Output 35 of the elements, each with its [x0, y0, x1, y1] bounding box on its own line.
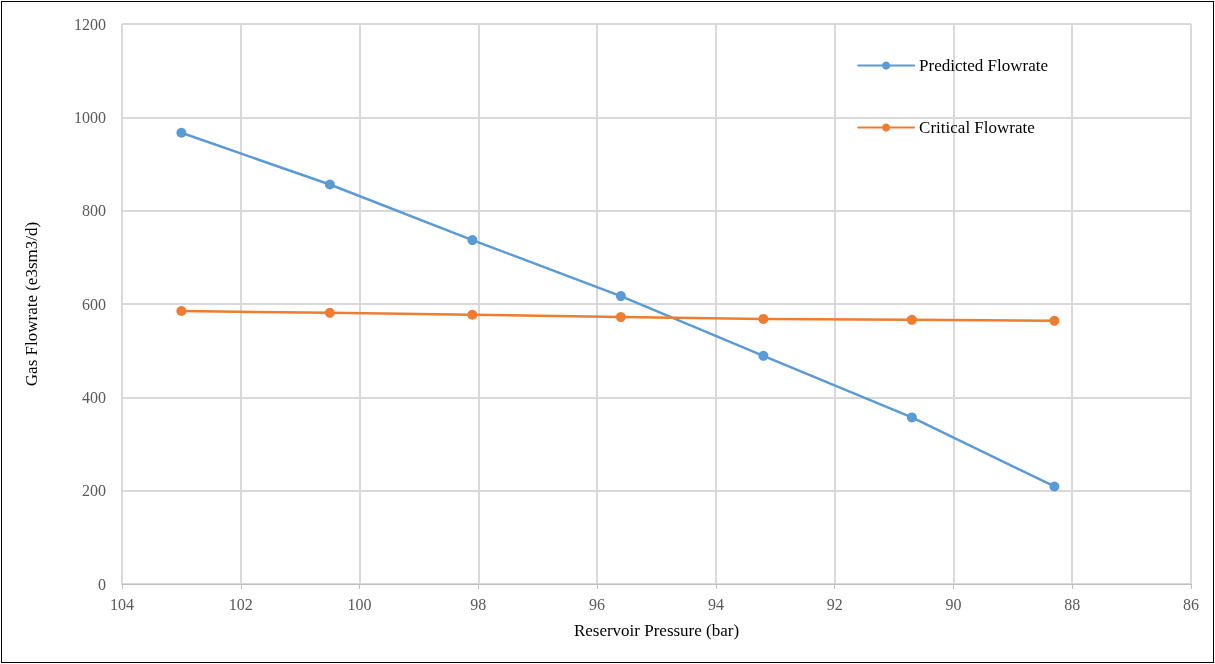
y-tick-label: 1000 [74, 108, 106, 126]
point [758, 350, 769, 361]
point [324, 179, 335, 190]
y-tick-label: 1200 [74, 15, 106, 33]
x-tick-label: 104 [110, 595, 134, 613]
x-tick-label: 94 [707, 595, 724, 613]
y-tick-label: 400 [82, 388, 106, 406]
point [324, 307, 335, 318]
x-tick-label: 96 [589, 595, 606, 613]
x-tick-label: 100 [347, 595, 372, 613]
point [1049, 481, 1060, 492]
point [906, 412, 917, 423]
y-tick-label: 800 [82, 202, 106, 220]
x-tick-label: 92 [826, 595, 843, 613]
point [615, 312, 626, 323]
point [906, 314, 917, 325]
point [467, 309, 478, 320]
y-axis-title: Gas Flowrate (e3sm3/d) [22, 221, 41, 387]
point [176, 127, 187, 138]
legend-label: Critical Flowrate [919, 118, 1035, 137]
x-tick-label: 86 [1183, 595, 1199, 613]
x-tick-label: 98 [470, 595, 487, 613]
point [176, 306, 187, 316]
point [615, 291, 626, 302]
legend-label: Predicted Flowrate [919, 56, 1049, 75]
y-tick-label: 0 [98, 575, 106, 593]
x-axis-title: Reservoir Pressure (bar) [573, 621, 740, 640]
x-tick-label: 90 [945, 595, 962, 613]
x-tick-label: 102 [228, 595, 253, 613]
y-tick-label: 600 [82, 295, 106, 313]
point [758, 313, 769, 324]
point [467, 235, 478, 246]
x-tick-label: 88 [1064, 595, 1081, 613]
point [1049, 315, 1060, 326]
y-tick-label: 200 [82, 482, 106, 500]
